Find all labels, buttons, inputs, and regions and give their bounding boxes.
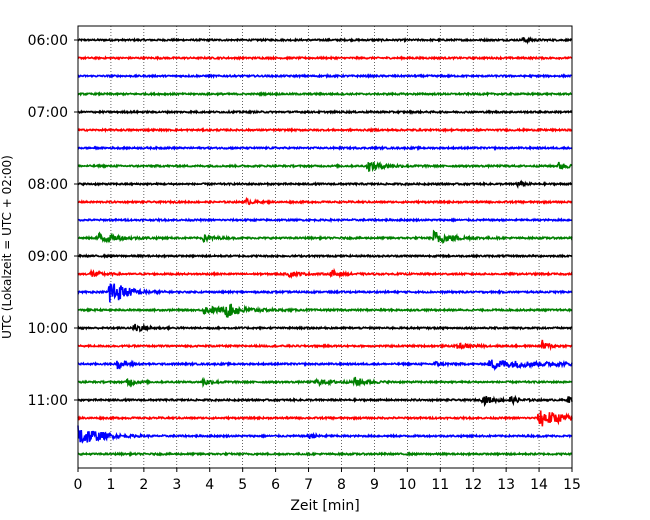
trace-1100 (77, 394, 573, 408)
trace-0645 (77, 91, 573, 98)
x-tick-label: 10 (398, 477, 416, 493)
trace-0630 (77, 72, 573, 79)
trace-0800 (77, 179, 573, 189)
x-tick-label: 2 (139, 477, 148, 493)
trace-1130 (77, 425, 573, 444)
x-axis-label: Zeit [min] (290, 498, 359, 514)
x-tick-label: 9 (370, 477, 379, 493)
trace-0730 (77, 145, 573, 152)
x-tick-label: 0 (74, 477, 83, 493)
trace-0715 (77, 126, 573, 134)
trace-1045 (77, 376, 573, 388)
x-tick-label: 1 (106, 477, 115, 493)
y-tick-label: 06:00 (28, 33, 68, 49)
x-axis: 0 1 2 3 4 5 6 7 8 9 10 11 12 13 14 15 (74, 468, 581, 493)
y-tick-label: 07:00 (28, 105, 68, 121)
y-axis: 06:00 07:00 08:00 09:00 10:00 11:00 (28, 33, 78, 409)
x-tick-label: 15 (563, 477, 581, 493)
trace-1015 (77, 339, 573, 352)
trace-0745 (77, 161, 573, 173)
plot-background (78, 26, 572, 468)
x-tick-label: 14 (530, 477, 548, 493)
x-tick-label: 7 (304, 477, 313, 493)
trace-0845 (77, 229, 573, 245)
y-tick-label: 11:00 (28, 393, 68, 409)
trace-0600 (77, 36, 573, 45)
y-tick-label: 10:00 (28, 321, 68, 337)
trace-0930 (77, 283, 573, 303)
x-tick-label: 12 (464, 477, 482, 493)
x-tick-label: 4 (205, 477, 214, 493)
plot-frame (77, 25, 573, 469)
x-tick-label: 3 (172, 477, 181, 493)
trace-0945 (77, 303, 573, 318)
y-axis-label: UTC (Lokalzeit = UTC + 02:00) (0, 155, 14, 339)
y-tick-label: 08:00 (28, 177, 68, 193)
trace-1030 (77, 359, 573, 372)
x-tick-label: 6 (271, 477, 280, 493)
trace-0615 (77, 54, 573, 61)
trace-0815 (77, 196, 573, 206)
trace-0830 (77, 217, 573, 224)
trace-1000 (77, 322, 573, 333)
y-tick-label: 09:00 (28, 249, 68, 265)
x-tick-label: 13 (497, 477, 515, 493)
x-tick-label: 5 (238, 477, 247, 493)
trace-0915 (77, 267, 573, 280)
x-tick-label: 11 (431, 477, 449, 493)
trace-0900 (77, 253, 573, 259)
x-tick-label: 8 (337, 477, 346, 493)
traces (77, 36, 573, 458)
trace-1145 (77, 450, 573, 458)
trace-1115 (77, 410, 573, 427)
trace-0700 (77, 109, 573, 115)
